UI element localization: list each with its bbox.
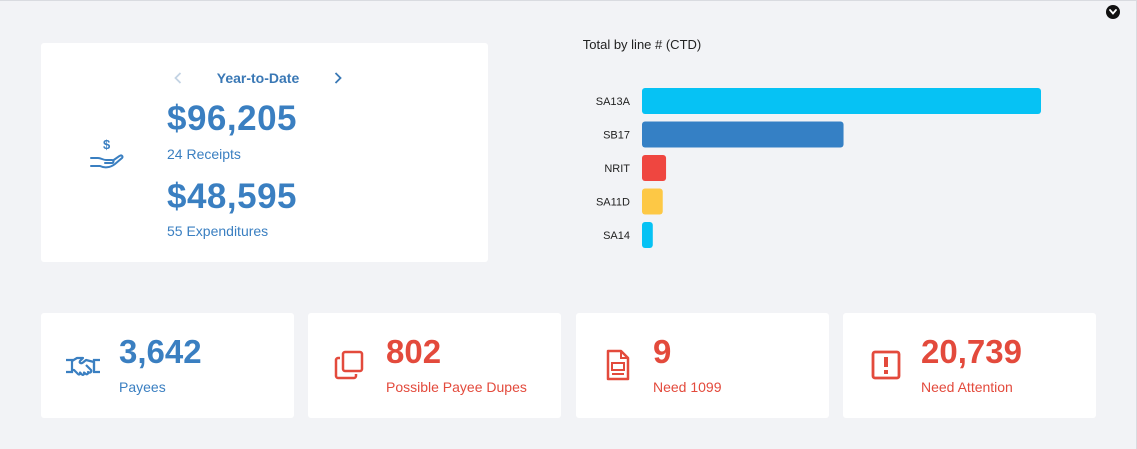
chart-title: Total by line # (CTD) [582, 37, 702, 52]
need-attention-stat-card[interactable]: 20,739 Need Attention [843, 313, 1096, 418]
payee-dupes-stat-card[interactable]: 802 Possible Payee Dupes [308, 313, 561, 418]
need-attention-label: Need Attention [921, 379, 1013, 395]
chevron-down-icon [1109, 9, 1117, 15]
svg-text:$: $ [103, 138, 111, 152]
year-to-date-card: Year-to-Date $ $96,205 24 Receipts $48,5… [41, 43, 488, 262]
hand-dollar-icon: $ [90, 138, 124, 169]
next-period-button[interactable] [329, 69, 347, 87]
chevron-right-icon [334, 72, 342, 84]
need-1099-stat-card[interactable]: 9 Need 1099 [576, 313, 829, 418]
previous-period-button[interactable] [169, 69, 187, 87]
payees-count: 3,642 [119, 333, 202, 370]
category-label-sa14: SA14 [603, 230, 630, 242]
expenditures-amount: $48,595 [167, 177, 298, 216]
category-label-sb17: SB17 [603, 130, 630, 142]
chevron-left-icon [174, 72, 182, 84]
document-icon [600, 349, 636, 381]
receipts-amount: $96,205 [167, 99, 298, 138]
payee-dupes-label: Possible Payee Dupes [386, 379, 527, 395]
expenditures-count-link[interactable]: 55 Expenditures [167, 223, 269, 239]
bar-sa13a[interactable] [642, 88, 1041, 114]
bar-sb17[interactable] [642, 121, 844, 148]
need-1099-label: Need 1099 [653, 379, 722, 395]
category-label-sa11d: SA11D [596, 197, 630, 209]
category-label-nrit: NRIT [604, 163, 630, 175]
line-total-bar-chart: SA13A SB17 NRIT SA11D SA14 [596, 88, 1041, 248]
handshake-icon [65, 349, 101, 381]
need-attention-count: 20,739 [921, 333, 1022, 370]
need-1099-count: 9 [653, 333, 672, 370]
alert-box-icon [868, 349, 904, 381]
period-label: Year-to-Date [216, 70, 300, 86]
copy-icon [331, 349, 367, 381]
bar-nrit[interactable] [642, 155, 667, 181]
payees-stat-card[interactable]: 3,642 Payees [41, 313, 294, 418]
category-label-sa13a: SA13A [596, 96, 631, 108]
payees-label: Payees [119, 379, 166, 395]
collapse-toggle-button[interactable] [1106, 5, 1120, 19]
payee-dupes-count: 802 [386, 333, 442, 370]
receipts-count-link[interactable]: 24 Receipts [167, 146, 241, 162]
bar-sa14[interactable] [642, 222, 653, 248]
period-navigator: Year-to-Date [169, 67, 347, 89]
bar-sa11d[interactable] [642, 188, 663, 215]
